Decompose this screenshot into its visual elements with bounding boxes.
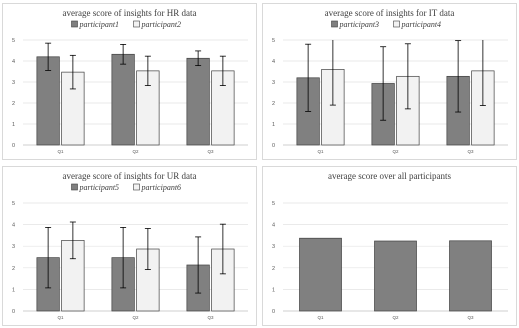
y-tick-label: 1: [12, 122, 15, 128]
bar: [299, 237, 342, 312]
bar: [374, 240, 417, 312]
legend-label: participant3: [339, 20, 380, 29]
y-tick-label: 5: [272, 201, 275, 207]
y-tick-label: 2: [272, 266, 275, 272]
x-tick-label: Q2: [132, 149, 139, 154]
y-tick-label: 5: [272, 38, 275, 44]
legend-label: participant2: [141, 20, 182, 29]
bar: [186, 57, 210, 146]
y-tick-label: 2: [12, 266, 15, 272]
y-tick-label: 4: [272, 59, 275, 65]
chart-svg: average score of insights for IT data par…: [272, 8, 508, 154]
bar: [449, 240, 492, 312]
x-tick-label: Q1: [57, 149, 64, 154]
legend-swatch: [133, 20, 140, 28]
y-tick-label: 0: [12, 143, 15, 149]
legend-swatch: [133, 183, 140, 191]
legend-swatch: [71, 20, 78, 28]
y-tick-label: 3: [272, 80, 275, 86]
legend-swatch: [331, 20, 338, 28]
legend-label: participant5: [79, 183, 120, 192]
y-tick-label: 3: [272, 244, 275, 250]
chart-title: average score over all participants: [328, 171, 451, 181]
chart-svg: average score over all participants 0 1 2 3 4…: [272, 171, 508, 320]
hr-data-chart: average score of insights for HR data par…: [2, 3, 257, 160]
x-tick-label: Q1: [317, 315, 324, 320]
x-tick-label: Q3: [207, 315, 214, 320]
chart-svg: average score of insights for HR data par…: [12, 8, 248, 154]
legend-swatch: [71, 183, 78, 191]
x-tick-label: Q1: [317, 149, 324, 154]
x-tick-label: Q2: [392, 149, 399, 154]
it-data-chart: average score of insights for IT data par…: [262, 3, 517, 160]
y-tick-label: 5: [12, 201, 15, 207]
legend-swatch: [393, 20, 400, 28]
ur-data-chart: average score of insights for UR data par…: [2, 166, 257, 326]
y-tick-label: 2: [12, 101, 15, 107]
y-tick-label: 2: [272, 101, 275, 107]
x-tick-label: Q2: [392, 315, 399, 320]
x-tick-label: Q2: [132, 315, 139, 320]
x-tick-label: Q3: [467, 315, 474, 320]
x-tick-label: Q1: [57, 315, 64, 320]
x-tick-label: Q3: [207, 149, 214, 154]
y-tick-label: 3: [12, 244, 15, 250]
y-tick-label: 1: [272, 287, 275, 293]
y-tick-label: 0: [12, 309, 15, 315]
chart-svg: average score of insights for UR data par…: [12, 171, 248, 320]
y-tick-label: 3: [12, 80, 15, 86]
legend-label: participant1: [79, 20, 120, 29]
legend-label: participant4: [401, 20, 442, 29]
legend-label: participant6: [141, 183, 182, 192]
y-tick-label: 1: [12, 287, 15, 293]
y-tick-label: 4: [272, 223, 275, 229]
y-tick-label: 4: [12, 59, 15, 65]
chart-title: average score of insights for IT data: [325, 8, 455, 18]
y-tick-label: 1: [272, 122, 275, 128]
y-tick-label: 0: [272, 143, 275, 149]
y-tick-label: 5: [12, 38, 15, 44]
y-tick-label: 0: [272, 309, 275, 315]
chart-title: average score of insights for UR data: [63, 171, 197, 181]
overall-average-chart: average score over all participants 0 1 2 3 4…: [262, 166, 517, 326]
chart-title: average score of insights for HR data: [63, 8, 197, 18]
bar: [111, 53, 135, 146]
y-tick-label: 4: [12, 223, 15, 229]
x-tick-label: Q3: [467, 149, 474, 154]
